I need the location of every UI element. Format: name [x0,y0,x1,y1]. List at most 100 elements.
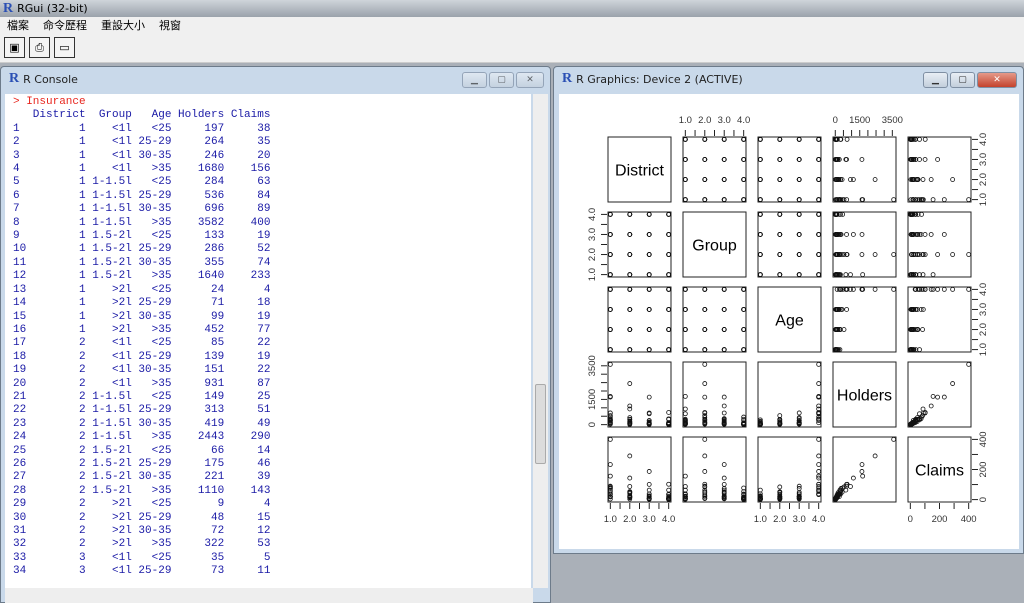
data-point [844,252,850,257]
panel-frame [907,361,972,428]
data-point [909,177,915,182]
data-point [908,272,914,277]
data-point [796,177,802,182]
data-point [816,212,822,217]
data-point [859,157,865,162]
data-point [721,327,727,332]
data-point [627,307,633,312]
data-point [666,420,672,426]
data-point [721,394,727,400]
data-point [816,232,822,237]
panel-frame [682,361,747,428]
data-point [891,437,897,442]
data-point [702,157,708,162]
data-point [721,157,727,162]
minimize-button[interactable]: ▁ [462,72,487,88]
data-point [796,197,802,202]
axis-tick-label: 3.0 [587,228,598,241]
data-point [721,137,727,142]
data-point [917,347,922,352]
panel-frame [832,436,897,503]
data-point [627,212,633,217]
table-row: 17 2 <1l <25 85 22 [13,337,271,350]
data-point [930,197,936,202]
axis-tick-label: 4.0 [587,208,598,221]
data-point [721,496,727,501]
data-point [627,484,633,489]
table-row: 3 1 <1l 30-35 246 20 [13,149,271,162]
console-output[interactable]: > Insurance District Group Age Holders C… [5,94,531,588]
data-point [912,420,918,426]
data-point [741,327,747,332]
axis-tick-label: 4.0 [737,115,750,126]
data-point [859,287,865,292]
table-row: 21 2 1-1.5l <25 149 25 [13,390,271,403]
data-point [834,212,840,217]
data-point [922,232,928,237]
panel-frame [682,136,747,203]
data-point [741,137,747,142]
data-point [741,177,747,182]
axis-tick-label: 1500 [849,115,870,126]
vertical-scrollbar[interactable] [533,94,548,588]
table-row: 2 1 <1l 25-29 264 35 [13,136,271,149]
axis-tick-label: 1.0 [587,268,598,281]
maximize-button[interactable]: ▢ [950,72,975,88]
data-point [840,212,846,217]
menu-windows[interactable]: 視窗 [159,19,181,32]
data-point [838,177,843,182]
print-icon[interactable]: ⎙ [29,37,50,58]
data-point [928,403,934,409]
data-point [666,481,672,487]
data-point [832,347,838,352]
data-point [915,177,921,182]
maximize-button[interactable]: ▢ [489,72,514,88]
data-point [816,157,822,162]
menu-history[interactable]: 命令歷程 [43,19,87,32]
data-point [646,421,652,427]
data-point [627,272,633,277]
console-window-icon[interactable]: ▭ [54,37,75,58]
data-point [838,487,844,493]
close-button[interactable]: ✕ [977,72,1017,88]
data-point [702,307,708,312]
data-point [935,157,941,162]
axis-tick-label: 1.0 [978,343,989,356]
data-point [627,403,633,409]
panel-frame [607,136,672,203]
data-point [777,157,783,162]
minimize-button[interactable]: ▁ [923,72,948,88]
data-point [796,421,802,427]
data-point [920,406,926,412]
data-point [920,177,926,182]
data-point [833,137,839,142]
data-point [912,287,918,292]
menu-bar: 檔案 命令歷程 重設大小 視窗 [0,17,1024,33]
panel-frame [757,211,822,278]
data-point [702,362,708,367]
data-point [816,252,822,257]
menu-resize[interactable]: 重設大小 [101,19,145,32]
horizontal-scrollbar[interactable] [5,588,533,603]
data-point [666,212,672,217]
data-point [702,415,708,420]
toolbar: ▣ ⎙ ▭ [0,33,1024,63]
data-point [607,287,613,292]
data-point [702,287,708,292]
menu-file[interactable]: 檔案 [7,19,29,32]
data-point [928,232,934,237]
axis-tick-label: 3.0 [978,303,989,316]
data-point [721,287,727,292]
scrollbar-thumb[interactable] [535,384,546,464]
console-title: R Console [23,72,78,86]
table-row: 25 2 1.5-2l <25 66 14 [13,444,271,457]
axis-tick-label: 3.0 [718,115,731,126]
panel-frame [757,436,822,503]
data-point [966,252,972,257]
close-button[interactable]: ✕ [516,72,544,88]
data-point [607,437,613,442]
data-point [848,272,853,277]
axis-tick-label: 4.0 [978,283,989,296]
open-script-icon[interactable]: ▣ [4,37,25,58]
